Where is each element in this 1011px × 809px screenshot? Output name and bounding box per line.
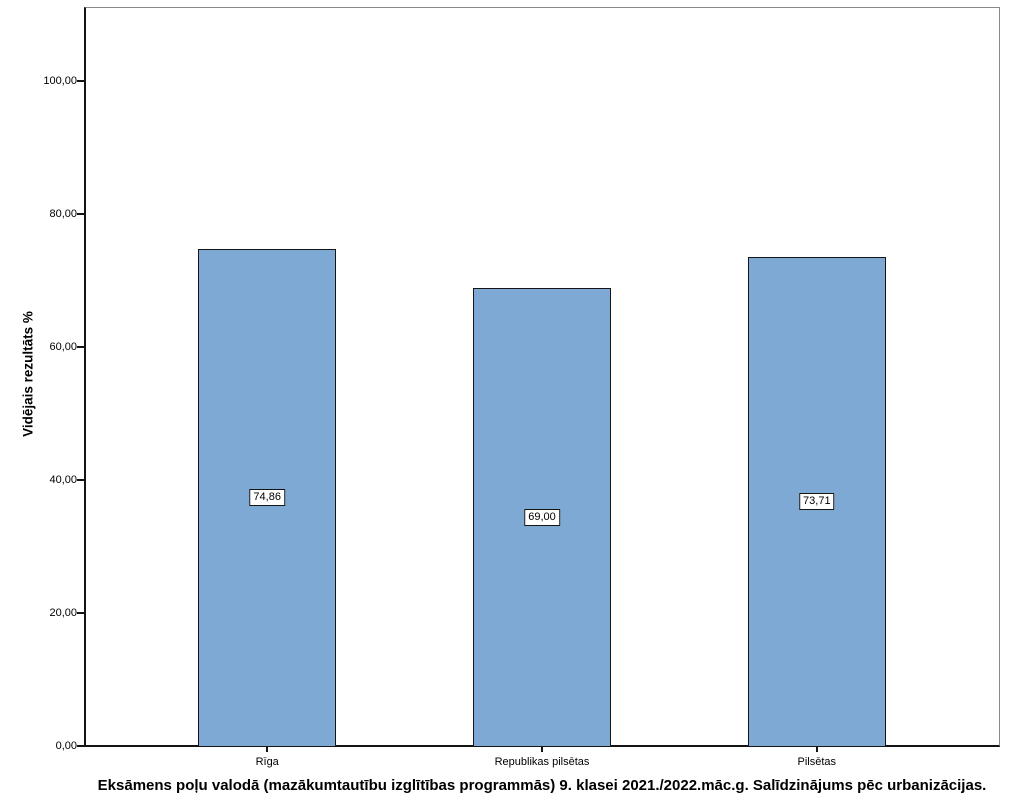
x-tick-label: Republikas pilsētas bbox=[494, 756, 590, 768]
y-tick-label: 40,00 bbox=[49, 474, 77, 486]
y-tick-label: 100,00 bbox=[43, 75, 77, 87]
x-tick-mark bbox=[815, 747, 818, 752]
y-tick-label: 60,00 bbox=[49, 341, 77, 353]
bar-value-label: 69,00 bbox=[524, 508, 560, 526]
bar-value-label: 73,71 bbox=[799, 492, 835, 510]
x-tick-label: Rīga bbox=[255, 756, 279, 768]
x-tick-label: Pilsētas bbox=[797, 756, 837, 768]
x-tick-mark bbox=[541, 747, 543, 752]
y-tick-mark bbox=[77, 346, 84, 348]
y-tick-label: 20,00 bbox=[49, 607, 77, 619]
y-tick-label: 80,00 bbox=[49, 208, 77, 220]
x-tick-mark bbox=[266, 747, 269, 752]
chart-title: Eksāmens poļu valodā (mazākumtautību izg… bbox=[97, 777, 987, 794]
y-axis-title: Vidējais rezultāts % bbox=[20, 311, 36, 437]
y-tick-mark bbox=[77, 612, 84, 614]
y-tick-mark bbox=[77, 479, 84, 481]
y-tick-mark bbox=[77, 213, 84, 215]
bar-value-label: 74,86 bbox=[249, 489, 285, 507]
y-tick-mark bbox=[77, 80, 84, 82]
y-tick-mark bbox=[77, 745, 84, 747]
y-tick-label: 0,00 bbox=[55, 740, 77, 752]
